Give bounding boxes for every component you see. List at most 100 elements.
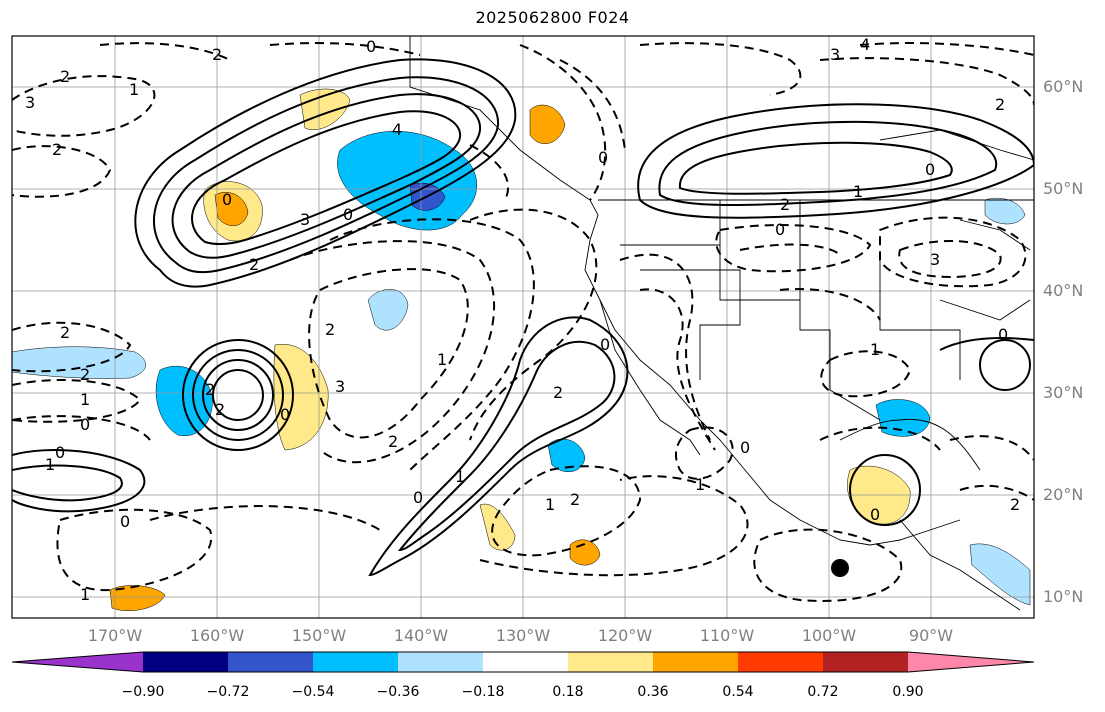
colorbar-tick-label: 0.36 [637, 684, 669, 700]
lat-label: 60°N [1043, 77, 1084, 96]
contour-label: 1 [545, 495, 555, 514]
positive-fill-coast [529, 104, 566, 144]
negative-fill-east [984, 197, 1026, 225]
contour-label: 2 [60, 67, 70, 86]
contour-label: 0 [740, 438, 750, 457]
map-frame [11, 35, 1035, 619]
contour-label: 1 [437, 350, 447, 369]
contour-label: 2 [570, 490, 580, 509]
lat-label: 10°N [1043, 587, 1084, 606]
colorbar-segment [653, 652, 738, 672]
colorbar-segment [568, 652, 653, 672]
contour-label: 1 [80, 585, 90, 604]
contour-label: 3 [25, 93, 35, 112]
lon-label: 130°W [495, 626, 551, 645]
contour-label: 0 [600, 335, 610, 354]
contour-labels: 0 2 2 1 3 2 0 2 3 4 0 2 2 1 0 0 1 0 1 2 … [25, 35, 1020, 604]
colorbar-segment [483, 652, 568, 672]
colorbar-segment [823, 652, 908, 672]
contour-label: 0 [870, 505, 880, 524]
colorbar-segment [313, 652, 398, 672]
lat-label: 40°N [1043, 281, 1084, 300]
colorbar-segment [908, 652, 1034, 672]
lon-label: 100°W [801, 626, 857, 645]
positive-core-aleutian [214, 192, 249, 226]
contour-label: 1 [853, 182, 863, 201]
map-title: 2025062800 F024 [475, 8, 630, 27]
colorbar-segment [143, 652, 228, 672]
contour-label: 4 [392, 120, 402, 139]
negative-fill-far-west [12, 346, 146, 379]
contour-label: 2 [249, 255, 259, 274]
colorbar-tick-label: −0.36 [376, 684, 420, 700]
contour-label: 3 [300, 210, 310, 229]
contour-label: 1 [45, 455, 55, 474]
contour-label: 2 [1010, 495, 1020, 514]
lon-label: 140°W [393, 626, 449, 645]
colorbar-tick-label: −0.90 [121, 684, 165, 700]
contour-label: 2 [60, 323, 70, 342]
colorbar-outline [11, 651, 1035, 673]
contour-label: 2 [553, 383, 563, 402]
contour-label: 2 [780, 195, 790, 214]
colorbar-tick-label: −0.54 [291, 684, 335, 700]
contour-label: 2 [325, 320, 335, 339]
lat-label: 20°N [1043, 485, 1084, 504]
contour-label: 2 [215, 400, 225, 419]
lat-label: 30°N [1043, 383, 1084, 402]
contour-label: 2 [52, 140, 62, 159]
contour-label: 1 [695, 475, 705, 494]
lon-label: 110°W [699, 626, 755, 645]
colorbar-tick-label: 0.90 [892, 684, 924, 700]
colorbar-segment [398, 652, 483, 672]
contour-label: 0 [280, 405, 290, 424]
lon-label: 170°W [87, 626, 143, 645]
contour-label: 0 [925, 160, 935, 179]
colorbar-tick-label: 0.18 [552, 684, 584, 700]
contour-label: 2 [205, 380, 215, 399]
contour-label: 1 [455, 467, 465, 486]
contour-label: 2 [212, 45, 222, 64]
contour-label: 3 [335, 377, 345, 396]
lon-label: 120°W [597, 626, 653, 645]
contour-label: 2 [388, 432, 398, 451]
colorbar-tick-label: −0.18 [461, 684, 505, 700]
positive-fill-south-central [479, 503, 516, 551]
contour-label: 0 [413, 488, 423, 507]
contour-label: 0 [120, 512, 130, 531]
storm-marker [831, 559, 849, 577]
solid-contours [12, 58, 1034, 577]
contour-label: 0 [598, 148, 608, 167]
colorbar-segment [228, 652, 313, 672]
contour-label: 2 [80, 365, 90, 384]
colorbar-tick-label: 0.54 [722, 684, 754, 700]
colorbar [11, 651, 1035, 673]
contour-label: 0 [998, 325, 1008, 344]
contour-label: 0 [80, 415, 90, 434]
dashed-contours [12, 42, 1034, 602]
negative-fill-gulf-alaska [337, 131, 477, 231]
contour-label: 3 [830, 45, 840, 64]
lon-label: 90°W [908, 626, 954, 645]
contour-label: 0 [775, 220, 785, 239]
contour-label: 0 [343, 205, 353, 224]
lat-label: 50°N [1043, 179, 1084, 198]
contour-label: 0 [366, 37, 376, 56]
positive-fill-southwest [109, 585, 166, 611]
contour-label: 1 [870, 340, 880, 359]
colorbar-tick-label: 0.72 [807, 684, 839, 700]
contour-label: 0 [222, 190, 232, 209]
colorbar-segment [12, 652, 143, 672]
contour-label: 2 [995, 95, 1005, 114]
colorbar-tick-label: −0.72 [206, 684, 250, 700]
lon-label: 160°W [189, 626, 245, 645]
contour-label: 1 [129, 80, 139, 99]
contour-label: 4 [860, 35, 870, 54]
colorbar-segment [738, 652, 823, 672]
contour-label: 1 [80, 390, 90, 409]
negative-fill-gulf [875, 399, 931, 437]
contour-label: 0 [55, 443, 65, 462]
lon-label: 150°W [291, 626, 347, 645]
negative-fill-central-am [969, 543, 1031, 606]
